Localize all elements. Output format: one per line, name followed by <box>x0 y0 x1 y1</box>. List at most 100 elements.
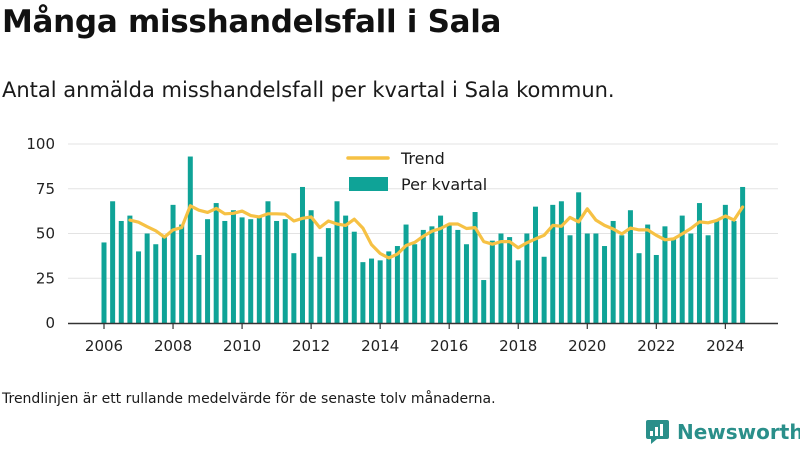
bar <box>472 212 478 323</box>
bar <box>256 215 262 323</box>
x-tick-label: 2018 <box>499 337 537 355</box>
bar <box>153 244 159 323</box>
bar <box>248 219 254 323</box>
bar <box>222 220 228 323</box>
bar <box>602 246 608 323</box>
bar <box>308 210 314 323</box>
bar <box>576 192 582 323</box>
bar <box>446 224 452 323</box>
legend-label-bars: Per kvartal <box>401 175 487 194</box>
bar <box>170 204 176 323</box>
y-tick-label: 50 <box>36 225 55 243</box>
bar <box>722 204 728 323</box>
bar <box>136 251 142 323</box>
bar <box>239 217 245 323</box>
bar <box>740 186 746 323</box>
bar <box>213 203 219 323</box>
bar <box>610 220 616 323</box>
bar <box>334 201 340 323</box>
bar <box>558 201 564 323</box>
bar <box>498 233 504 323</box>
bar <box>412 244 418 323</box>
x-tick-label: 2022 <box>637 337 675 355</box>
bar <box>619 235 625 323</box>
bar <box>265 201 271 323</box>
bar <box>118 220 124 323</box>
bar <box>731 220 737 323</box>
bar <box>533 206 538 323</box>
legend-label-trend: Trend <box>400 149 445 168</box>
chart-subtitle: Antal anmälda misshandelsfall per kvarta… <box>2 78 615 102</box>
bar <box>507 237 513 323</box>
y-tick-label: 75 <box>36 180 55 198</box>
y-tick-label: 0 <box>45 314 55 332</box>
bar <box>481 280 487 323</box>
bar <box>187 156 193 323</box>
brand-name: Newsworthy <box>677 420 800 444</box>
y-tick-label: 100 <box>26 135 55 153</box>
bar <box>230 210 236 323</box>
bar <box>282 219 288 323</box>
bar <box>127 215 133 323</box>
bar <box>377 260 383 323</box>
x-tick-label: 2020 <box>568 337 606 355</box>
bar <box>489 240 495 323</box>
bar <box>567 235 573 323</box>
bar <box>653 254 659 323</box>
bar <box>144 233 150 323</box>
bar <box>360 262 366 323</box>
y-tick-label: 25 <box>36 269 55 287</box>
x-tick-label: 2010 <box>223 337 261 355</box>
bar <box>679 215 685 323</box>
x-tick-label: 2024 <box>706 337 744 355</box>
bar <box>325 228 331 323</box>
bar <box>627 210 633 323</box>
bar <box>161 237 167 323</box>
bar <box>463 244 469 323</box>
bar <box>394 246 400 323</box>
bar <box>541 256 547 323</box>
bar <box>420 229 426 323</box>
bar <box>179 224 185 323</box>
bar <box>714 220 720 323</box>
legend-swatch-bars <box>349 177 388 191</box>
bar <box>429 226 435 323</box>
footnote: Trendlinjen är ett rullande medelvärde f… <box>2 391 496 407</box>
bar <box>438 215 444 323</box>
x-tick-label: 2006 <box>85 337 123 355</box>
x-tick-label: 2014 <box>361 337 399 355</box>
bar <box>688 233 694 323</box>
x-tick-label: 2016 <box>430 337 468 355</box>
bar <box>645 224 651 323</box>
x-tick-label: 2012 <box>292 337 330 355</box>
bar <box>705 235 711 323</box>
bar <box>369 258 375 323</box>
bar <box>662 226 668 323</box>
bar <box>515 260 521 323</box>
bar <box>110 201 116 323</box>
bar <box>351 231 357 323</box>
bar <box>196 254 202 323</box>
newsworthy-logo-icon <box>646 420 669 444</box>
bar <box>343 215 349 323</box>
chart-canvas: 0 25 50 75 100 2006 2008 2010 2012 2014 2016 2018 20… <box>26 135 778 355</box>
bar <box>403 224 409 323</box>
bar <box>696 203 702 323</box>
bar <box>101 242 107 323</box>
bar <box>455 229 461 323</box>
bar <box>636 253 642 323</box>
bar <box>299 186 305 323</box>
bar <box>671 238 677 323</box>
newsworthy-brand[interactable]: Newsworthy <box>645 418 800 446</box>
bar <box>524 233 530 323</box>
bar <box>205 219 211 323</box>
chart-title: Många misshandelsfall i Sala <box>2 4 502 40</box>
bar <box>274 220 280 323</box>
x-tick-label: 2008 <box>154 337 192 355</box>
bar <box>550 204 556 323</box>
bar <box>584 233 590 323</box>
bar <box>291 253 297 323</box>
bar <box>386 251 392 323</box>
bar <box>593 233 599 323</box>
bar <box>317 256 323 323</box>
